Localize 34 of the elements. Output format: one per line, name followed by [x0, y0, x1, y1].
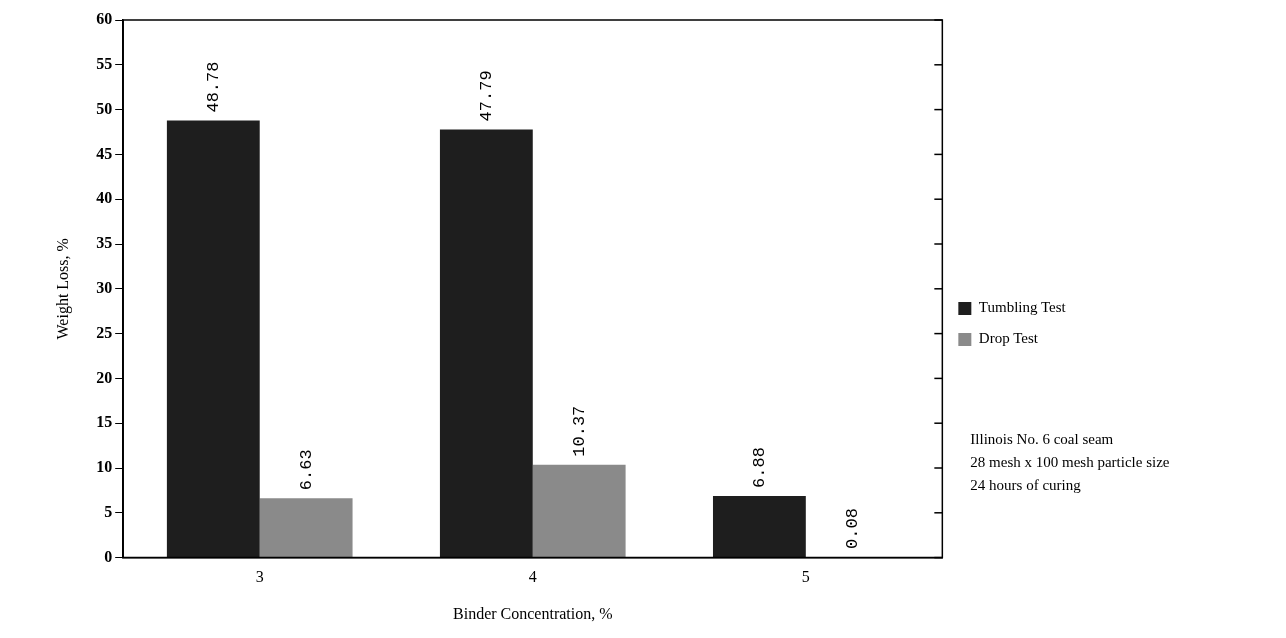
- y-tick-label: 35: [96, 234, 113, 252]
- y-tick-label: 45: [96, 144, 113, 162]
- y-tick-label: 60: [96, 10, 113, 28]
- y-tick-label: 5: [104, 502, 113, 520]
- legend-label: Tumbling Test: [978, 299, 1067, 316]
- x-axis-title: Binder Concentration, %: [453, 604, 613, 622]
- y-tick-label: 0: [104, 547, 113, 565]
- x-tick-label: 4: [528, 568, 537, 586]
- bar: [439, 129, 533, 558]
- y-tick-label: 25: [96, 323, 113, 341]
- y-tick-label: 55: [96, 54, 113, 72]
- bar: [532, 464, 626, 558]
- y-tick-label: 50: [96, 99, 113, 117]
- text: 24 hours of curing: [970, 476, 1082, 493]
- data-label: 48.78: [203, 61, 223, 113]
- data-label: 47.79: [476, 70, 496, 122]
- text: Illinois No. 6 coal seam: [970, 430, 1114, 447]
- data-label: 10.37: [569, 405, 589, 457]
- y-tick-label: 15: [96, 413, 113, 431]
- data-label: 6.88: [749, 447, 769, 488]
- bar: [712, 495, 806, 558]
- bar: [259, 498, 353, 558]
- legend-label: Drop Test: [978, 330, 1039, 347]
- x-tick-label: 3: [255, 568, 264, 586]
- y-tick-label: 40: [96, 189, 113, 207]
- data-label: 0.08: [842, 508, 862, 549]
- y-tick-label: 30: [96, 278, 113, 296]
- x-tick-label: 5: [801, 568, 810, 586]
- y-tick-label: 20: [96, 368, 113, 386]
- y-axis-title: Weight Loss, %: [53, 238, 72, 340]
- bar: [166, 120, 260, 558]
- data-label: 6.63: [296, 449, 316, 491]
- y-tick-label: 10: [96, 458, 113, 476]
- text: 28 mesh x 100 mesh particle size: [970, 453, 1170, 470]
